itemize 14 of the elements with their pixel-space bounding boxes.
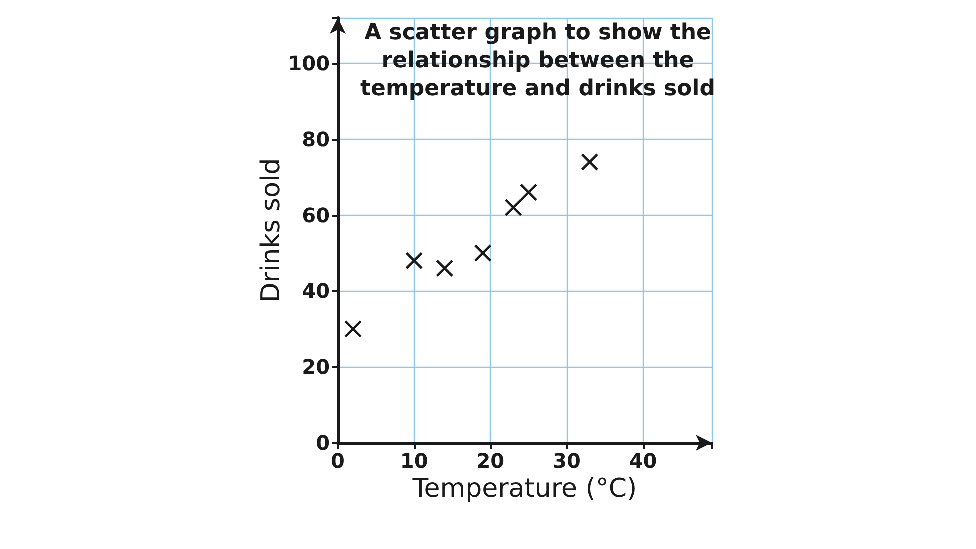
text: A scatter graph to show the relationship between the temperature and drinks sold [360, 20, 716, 102]
y-tick-label: 20 [302, 355, 330, 380]
x-axis-title: Temperature (°C) [412, 474, 638, 504]
x-tick-label: 20 [476, 449, 505, 473]
x-tick-label: 40 [629, 449, 658, 473]
x-tick-label: 30 [553, 449, 581, 473]
y-tick-label: 60 [302, 203, 330, 228]
y-tick-label: 100 [288, 52, 330, 76]
x-tick-label: 0 [331, 449, 345, 473]
y-tick-label: 80 [302, 127, 330, 152]
y-tick-label: 40 [302, 279, 330, 304]
y-tick-label: 0 [316, 431, 330, 455]
y-axis-title: Drinks sold [256, 158, 286, 303]
x-tick-label: 10 [400, 449, 428, 473]
